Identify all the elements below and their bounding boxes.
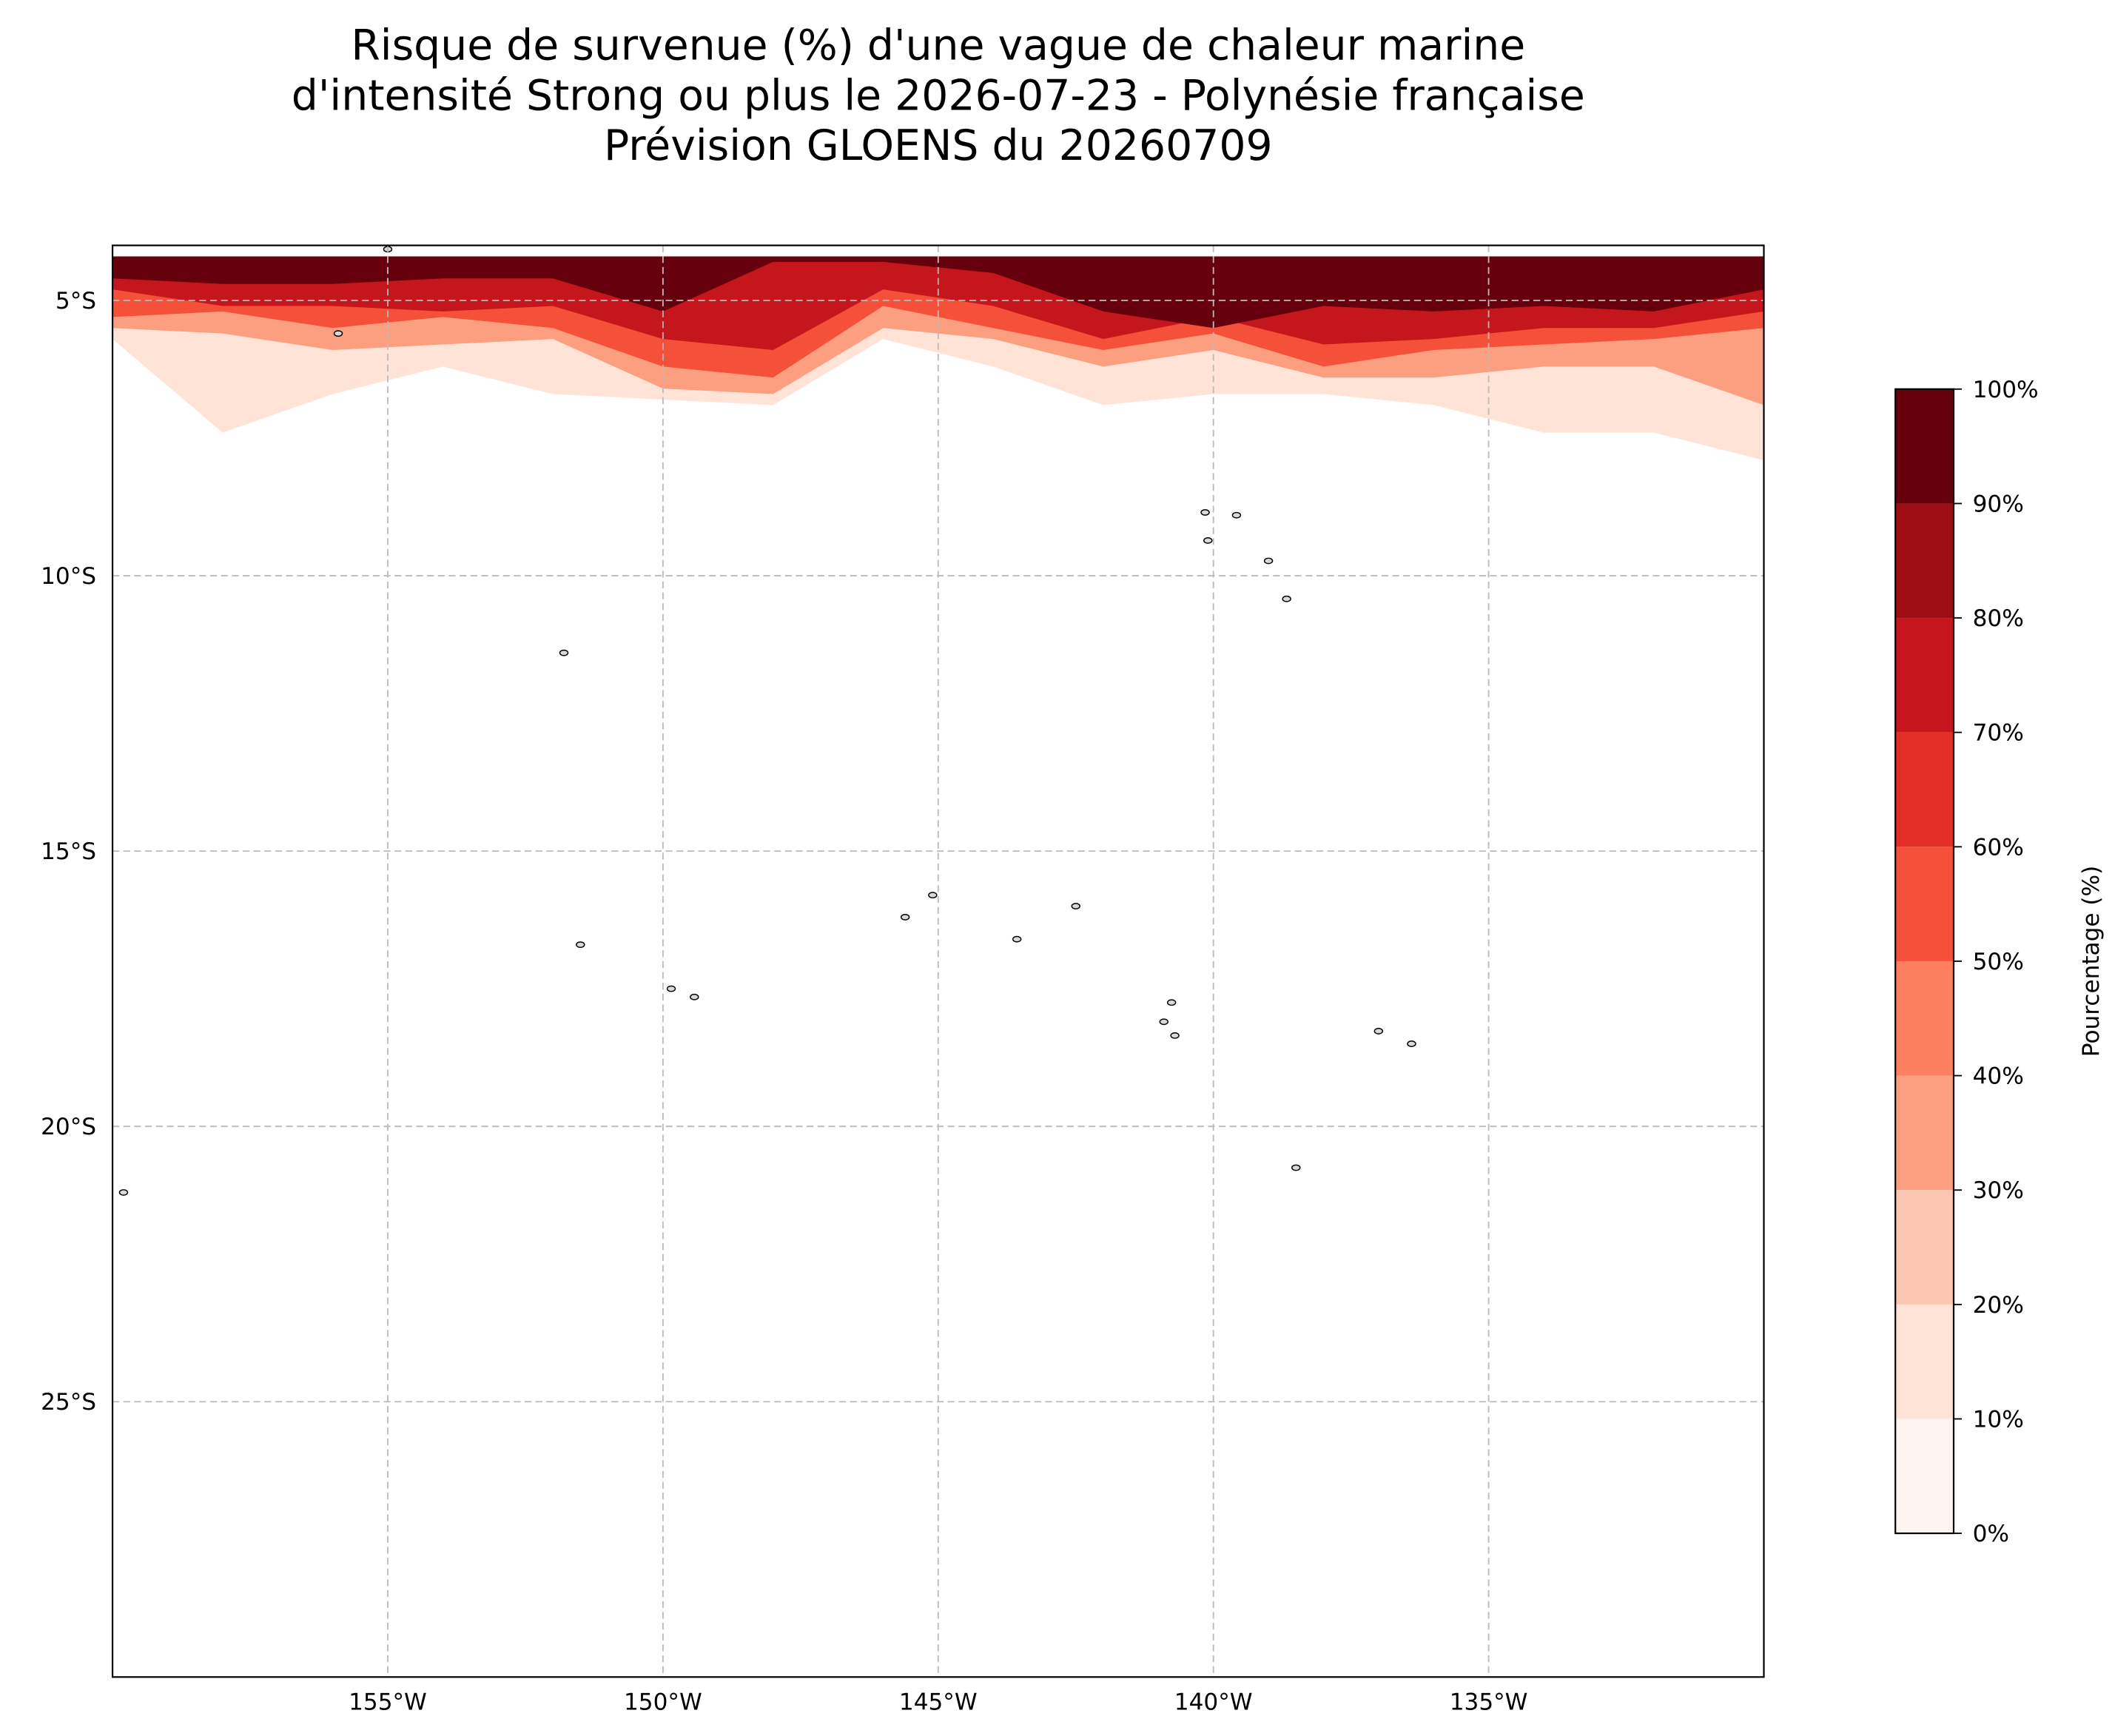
y-tick-label: 5°S (56, 288, 96, 314)
colorbar-swatch (1895, 847, 1954, 961)
island (118, 1189, 129, 1196)
island (1231, 511, 1242, 519)
island (1282, 595, 1291, 602)
island (900, 914, 910, 921)
island (1166, 999, 1177, 1006)
colorbar-tick-label: 70% (1973, 720, 2024, 747)
colorbar-tick-label: 10% (1973, 1406, 2024, 1433)
x-tick-label: 150°W (624, 1689, 702, 1715)
colorbar-swatch (1895, 388, 1954, 504)
colorbar-swatch (1895, 1304, 1954, 1419)
colorbar-swatch (1895, 1190, 1954, 1305)
island (1170, 1032, 1180, 1039)
colorbar-tick-label: 80% (1973, 605, 2024, 632)
x-tick-label: 135°W (1450, 1689, 1528, 1715)
chart-title: Risque de survenue (%) d'une vague de ch… (351, 21, 1525, 70)
colorbar-label: Pourcentage (%) (2078, 866, 2105, 1057)
x-tick-label: 155°W (349, 1689, 427, 1715)
island (1263, 557, 1274, 565)
colorbar-swatch (1895, 960, 1954, 1076)
risk-region (112, 256, 1764, 329)
island (1407, 1040, 1416, 1047)
island (1373, 1028, 1384, 1034)
island (559, 649, 569, 656)
colorbar-tick-label: 40% (1973, 1063, 2024, 1090)
x-tick-label: 145°W (899, 1689, 978, 1715)
colorbar-swatch (1895, 1419, 1954, 1534)
island (1012, 935, 1022, 943)
chart-title: d'intensité Strong ou plus le 2026-07-23… (292, 71, 1585, 120)
y-tick-label: 20°S (41, 1114, 96, 1140)
chart-title: Prévision GLOENS du 20260709 (604, 121, 1273, 170)
y-tick-label: 25°S (41, 1389, 96, 1416)
colorbar-tick-label: 20% (1973, 1292, 2024, 1319)
island (928, 892, 938, 899)
colorbar-tick-label: 90% (1973, 491, 2024, 517)
island (1203, 537, 1213, 544)
island (666, 985, 676, 992)
colorbar-swatch (1895, 503, 1954, 619)
map-frame (111, 244, 1765, 1678)
island (1159, 1018, 1169, 1026)
island (1071, 903, 1080, 909)
colorbar-tick-label: 0% (1973, 1521, 2009, 1547)
colorbar-tick-label: 100% (1973, 377, 2039, 403)
colorbar-tick-label: 50% (1973, 949, 2024, 975)
y-tick-label: 10°S (41, 563, 96, 590)
island (1200, 509, 1210, 516)
colorbar-swatch (1895, 732, 1954, 847)
colorbar-swatch (1895, 1075, 1954, 1191)
island (576, 941, 585, 949)
x-tick-label: 140°W (1174, 1689, 1253, 1715)
colorbar-tick-label: 30% (1973, 1177, 2024, 1204)
colorbar-tick-label: 60% (1973, 834, 2024, 861)
island (690, 993, 699, 1000)
island (333, 330, 343, 337)
colorbar-swatch (1895, 618, 1954, 733)
y-tick-label: 15°S (41, 838, 96, 865)
island (1291, 1164, 1301, 1171)
